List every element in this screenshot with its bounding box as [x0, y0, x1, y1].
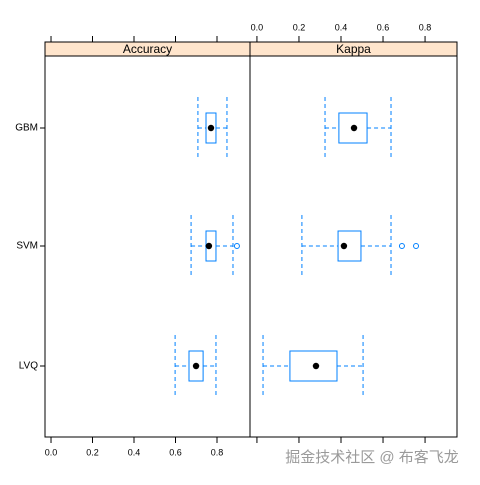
y-tick-label: SVM — [16, 241, 38, 252]
median — [205, 242, 213, 250]
box — [337, 230, 362, 262]
watermark: 掘金技术社区 @ 布客飞龙 — [285, 449, 459, 466]
outlier — [398, 243, 405, 249]
outlier — [233, 243, 240, 249]
x-tick-label: 0.4 — [335, 22, 348, 32]
x-tick-label: 0.8 — [211, 447, 224, 457]
x-tick-label: 0.0 — [45, 447, 58, 457]
x-tick-label: 0.8 — [419, 22, 432, 32]
median — [340, 242, 348, 250]
x-tick-label: 0.6 — [377, 22, 390, 32]
x-tick-label: 0.6 — [169, 447, 182, 457]
box — [338, 112, 368, 144]
x-tick-label: 0.2 — [86, 447, 99, 457]
box — [188, 350, 204, 382]
median — [192, 362, 200, 370]
x-tick-label: 0.0 — [251, 22, 264, 32]
outlier — [413, 243, 420, 249]
y-tick-label: LVQ — [19, 361, 38, 372]
median — [312, 362, 320, 370]
box — [289, 350, 338, 382]
box — [205, 112, 217, 144]
x-tick-label: 0.4 — [128, 447, 141, 457]
x-tick-label: 0.2 — [293, 22, 306, 32]
median — [350, 124, 358, 132]
panel-title: Kappa — [336, 42, 371, 56]
panel-title: Accuracy — [123, 42, 172, 56]
y-tick-label: GBM — [15, 123, 38, 134]
panel-frame — [249, 55, 458, 438]
median — [207, 124, 215, 132]
